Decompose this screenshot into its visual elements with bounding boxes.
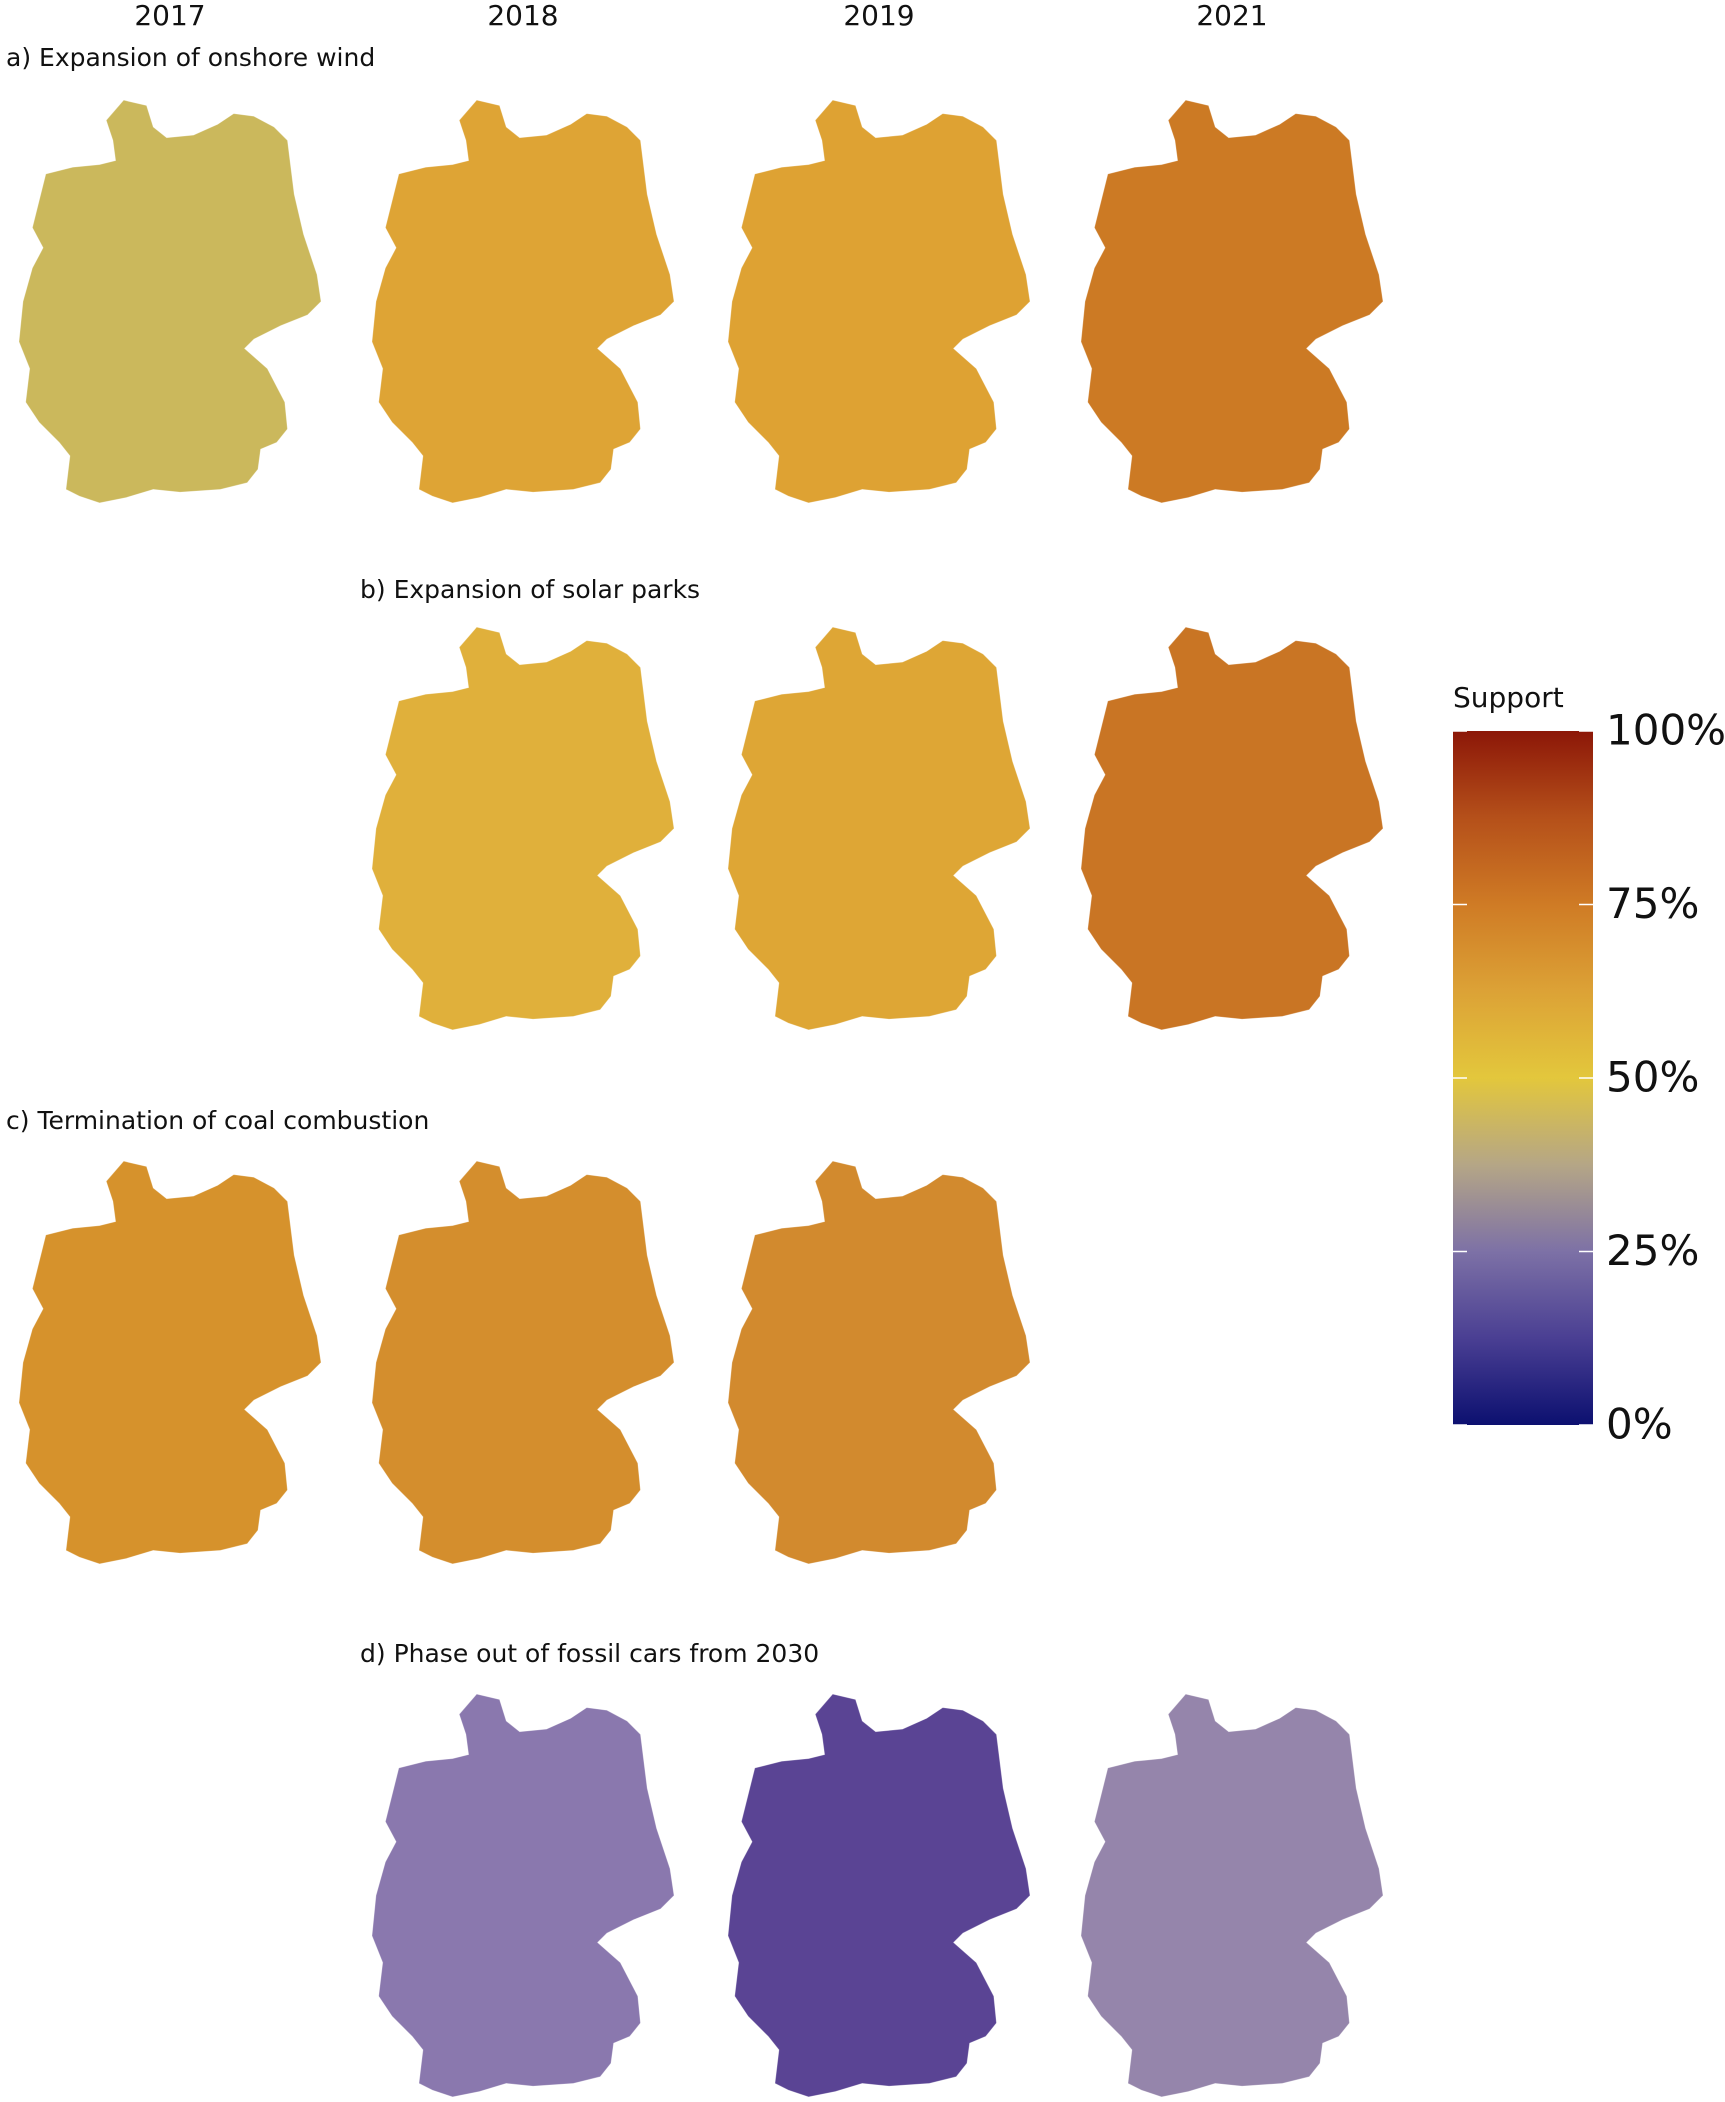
tick-label: 100% bbox=[1606, 706, 1725, 755]
column-header: 2019 bbox=[843, 0, 914, 32]
germany-map bbox=[728, 1694, 1030, 2097]
germany-map bbox=[728, 100, 1030, 503]
column-header: 2021 bbox=[1196, 0, 1267, 32]
germany-map bbox=[728, 627, 1030, 1030]
panel-title: b) Expansion of solar parks bbox=[360, 575, 700, 604]
germany-map bbox=[1081, 1694, 1383, 2097]
germany-map bbox=[19, 100, 321, 503]
color-bar bbox=[1453, 731, 1593, 1425]
tick-label: 25% bbox=[1606, 1226, 1699, 1275]
tick-label: 75% bbox=[1606, 879, 1699, 928]
germany-map bbox=[728, 1161, 1030, 1564]
germany-map bbox=[372, 1694, 674, 2097]
tick-label: 50% bbox=[1606, 1053, 1699, 1102]
germany-map bbox=[372, 1161, 674, 1564]
germany-map bbox=[372, 100, 674, 503]
germany-map bbox=[372, 627, 674, 1030]
germany-map bbox=[1081, 100, 1383, 503]
panel-title: a) Expansion of onshore wind bbox=[6, 43, 375, 72]
panel-title: d) Phase out of fossil cars from 2030 bbox=[360, 1639, 819, 1668]
column-header: 2018 bbox=[487, 0, 558, 32]
germany-map bbox=[19, 1161, 321, 1564]
column-header: 2017 bbox=[134, 0, 205, 32]
legend-title: Support bbox=[1453, 681, 1564, 714]
panel-title: c) Termination of coal combustion bbox=[6, 1106, 429, 1135]
tick-label: 0% bbox=[1606, 1400, 1673, 1449]
germany-map bbox=[1081, 627, 1383, 1030]
